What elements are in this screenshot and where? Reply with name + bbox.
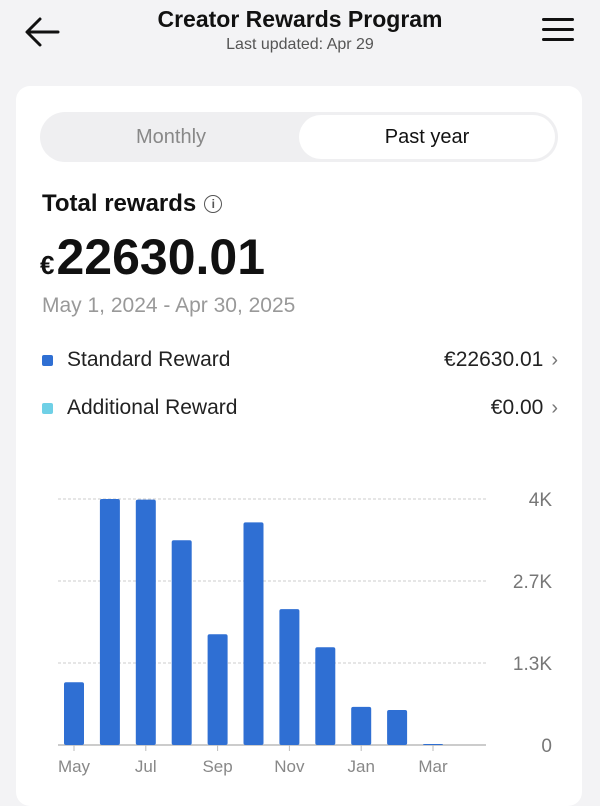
x-tick-label: Nov [274,757,305,776]
info-icon[interactable]: i [204,195,223,213]
bar-jul [135,499,156,745]
y-tick-label: 1.3K [513,654,552,675]
back-arrow-icon[interactable] [22,14,62,50]
x-tick-label: Mar [418,757,448,776]
x-tick-label: Jul [135,757,157,776]
total-rewards-label: Total rewards [42,190,197,217]
rewards-card: Monthly Past year Total rewards i € 2263… [16,86,582,806]
rewards-bar-chart: 0 1.3K 2.7K 4K May Jul Sep Nov Jan Mar [58,490,553,776]
chevron-right-icon: › [551,348,558,371]
x-tick-label: Sep [202,757,232,776]
bar-feb [387,709,408,745]
standard-reward-label: Standard Reward [67,348,231,371]
amount-value: 22630.01 [56,229,266,285]
y-tick-label: 4K [529,490,553,511]
standard-reward-value: €22630.01 [444,348,544,371]
bar-oct [243,522,264,745]
tab-past-year[interactable]: Past year [299,115,555,159]
date-range: May 1, 2024 - Apr 30, 2025 [42,294,296,317]
bar-dec [315,647,336,745]
period-toggle: Monthly Past year [40,112,558,162]
header: Creator Rewards Program Last updated: Ap… [0,0,600,80]
y-tick-label: 2.7K [513,572,552,593]
page-title: Creator Rewards Program [157,6,443,32]
bar-jun [99,499,120,745]
last-updated: Last updated: Apr 29 [226,36,374,53]
currency-symbol: € [40,250,55,280]
additional-reward-label: Additional Reward [67,396,238,419]
additional-reward-row[interactable]: Additional Reward €0.00 › [42,396,558,420]
bar-sep [207,634,228,745]
y-tick-label: 0 [541,736,552,757]
hamburger-menu-icon[interactable] [542,18,574,44]
total-rewards-heading: Total rewards i [42,190,223,218]
standard-reward-row[interactable]: Standard Reward €22630.01 › [42,348,558,372]
x-tick-label: Jan [347,757,374,776]
bar-aug [171,540,192,745]
x-tick-label: May [58,757,91,776]
legend-swatch-standard [42,354,53,366]
chevron-right-icon: › [551,396,558,419]
bar-mar [423,744,443,745]
additional-reward-value: €0.00 [490,396,544,419]
total-amount: € 22630.01 [40,228,265,286]
tab-monthly[interactable]: Monthly [135,125,207,148]
bar-jan [351,706,372,745]
bar-may [64,682,84,745]
bar-nov [279,609,300,745]
legend-swatch-additional [42,402,53,414]
